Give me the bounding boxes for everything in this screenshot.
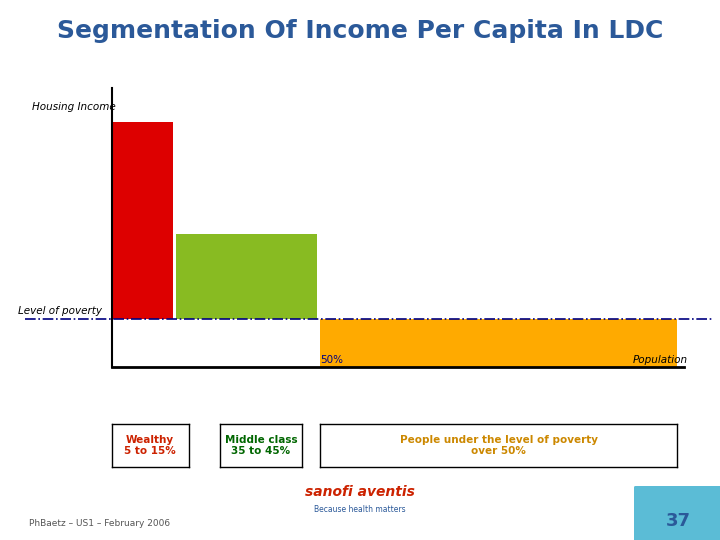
Text: Middle class
35 to 45%: Middle class 35 to 45% [225, 435, 297, 456]
Circle shape [603, 475, 720, 540]
Text: Population: Population [632, 355, 688, 365]
Text: People under the level of poverty
over 50%: People under the level of poverty over 5… [400, 435, 598, 456]
Text: Because health matters: Because health matters [314, 505, 406, 514]
Text: PhBaetz – US1 – February 2006: PhBaetz – US1 – February 2006 [29, 519, 170, 528]
Bar [176, 234, 317, 319]
Bar [112, 122, 173, 319]
Text: Housing Income: Housing Income [32, 102, 116, 112]
Text: 50%: 50% [320, 355, 343, 365]
Bar [320, 319, 677, 367]
Text: Wealthy
5 to 15%: Wealthy 5 to 15% [125, 435, 176, 456]
Text: Level of poverty: Level of poverty [18, 306, 102, 316]
Text: sanofi aventis: sanofi aventis [305, 485, 415, 500]
Text: Segmentation Of Income Per Capita In LDC: Segmentation Of Income Per Capita In LDC [57, 19, 663, 43]
Text: 37: 37 [666, 512, 691, 530]
